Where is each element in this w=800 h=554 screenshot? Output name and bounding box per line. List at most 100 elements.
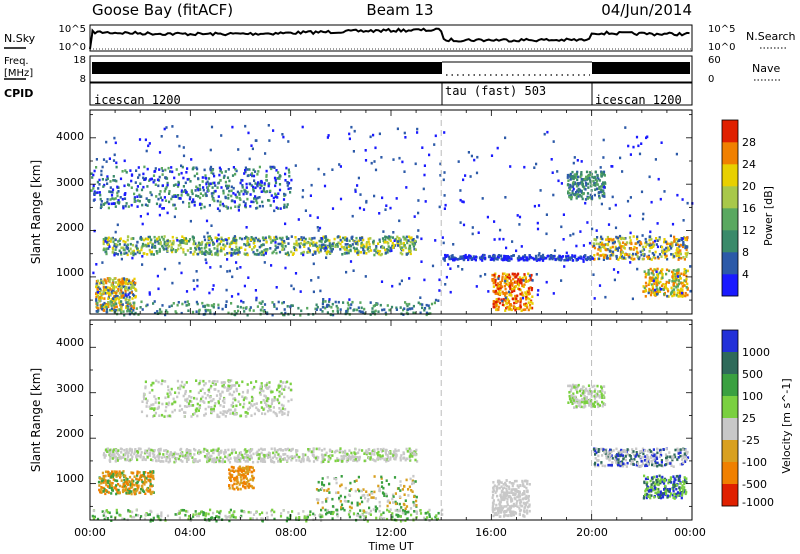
data-cell <box>207 235 210 239</box>
data-cell <box>683 236 686 239</box>
data-cell <box>158 452 161 456</box>
data-cell <box>235 245 238 249</box>
data-cell <box>298 245 301 248</box>
data-cell <box>115 475 118 478</box>
data-cell <box>160 382 163 386</box>
data-cell <box>352 459 355 462</box>
data-cell <box>510 308 513 312</box>
data-cell <box>154 246 157 249</box>
data-cell <box>598 284 602 287</box>
data-cell <box>656 245 660 249</box>
data-cell <box>234 398 237 402</box>
data-cell <box>591 227 594 231</box>
data-cell <box>576 192 579 196</box>
data-cell <box>546 130 549 134</box>
data-cell <box>113 253 116 257</box>
data-cell <box>646 243 649 246</box>
data-cell <box>116 295 119 298</box>
data-cell <box>113 470 116 473</box>
data-cell <box>504 309 507 312</box>
data-cell <box>341 253 344 256</box>
data-cell <box>201 387 204 391</box>
data-cell <box>331 310 335 313</box>
data-cell <box>684 246 687 250</box>
data-cell <box>193 453 196 456</box>
data-cell <box>632 248 635 251</box>
data-cell <box>400 454 403 457</box>
data-cell <box>244 253 247 256</box>
data-cell <box>156 455 159 458</box>
data-cell <box>673 294 676 297</box>
data-cell <box>281 248 284 251</box>
data-cell <box>484 273 487 276</box>
data-cell <box>128 491 131 495</box>
data-cell <box>519 301 522 304</box>
data-cell <box>204 245 207 248</box>
data-cell <box>140 487 143 491</box>
data-cell <box>344 454 348 457</box>
data-cell <box>254 195 257 198</box>
data-cell <box>317 456 320 459</box>
data-cell <box>95 263 98 266</box>
data-cell <box>670 247 673 250</box>
data-cell <box>596 176 599 179</box>
data-cell <box>329 251 332 255</box>
data-cell <box>209 399 212 403</box>
data-cell <box>154 240 157 244</box>
data-cell <box>233 239 236 242</box>
data-cell <box>331 242 334 246</box>
data-cell <box>380 245 383 249</box>
data-cell <box>312 244 315 247</box>
data-cell <box>104 201 107 205</box>
data-cell <box>198 184 201 187</box>
data-cell <box>657 281 660 285</box>
data-cell <box>129 447 132 451</box>
data-cell <box>280 458 283 461</box>
data-cell <box>141 308 144 311</box>
data-cell <box>275 169 278 172</box>
data-cell <box>210 192 213 195</box>
data-cell <box>649 277 652 280</box>
data-cell <box>636 251 639 255</box>
data-cell <box>150 252 153 256</box>
data-cell <box>284 222 287 226</box>
data-cell <box>141 480 144 484</box>
data-cell <box>200 206 203 210</box>
data-cell <box>479 274 482 278</box>
data-cell <box>629 196 632 199</box>
data-cell <box>186 167 189 170</box>
data-cell <box>495 308 498 312</box>
data-cell <box>269 455 272 459</box>
data-cell <box>560 279 563 282</box>
data-cell <box>612 268 616 271</box>
data-cell <box>587 177 590 180</box>
data-cell <box>124 480 127 484</box>
data-cell <box>531 256 534 260</box>
data-cell <box>238 196 241 200</box>
data-cell <box>495 283 498 287</box>
data-cell <box>663 238 666 241</box>
data-cell <box>278 177 281 180</box>
data-cell <box>397 244 400 247</box>
data-cell <box>576 178 579 182</box>
data-cell <box>271 398 274 401</box>
data-cell <box>359 301 362 304</box>
data-cell <box>689 289 692 293</box>
data-cell <box>236 456 239 460</box>
data-cell <box>221 457 225 461</box>
data-cell <box>122 483 125 486</box>
data-cell <box>114 230 117 234</box>
data-cell <box>425 311 428 315</box>
data-cell <box>175 452 178 456</box>
data-cell <box>671 253 675 256</box>
data-cell <box>316 305 319 309</box>
data-cell <box>128 487 131 490</box>
data-cell <box>133 192 136 196</box>
data-cell <box>654 288 657 292</box>
data-cell <box>106 470 109 474</box>
data-cell <box>587 174 590 178</box>
data-cell <box>229 206 232 210</box>
data-cell <box>468 254 471 257</box>
data-cell <box>686 293 689 297</box>
data-cell <box>205 261 208 265</box>
